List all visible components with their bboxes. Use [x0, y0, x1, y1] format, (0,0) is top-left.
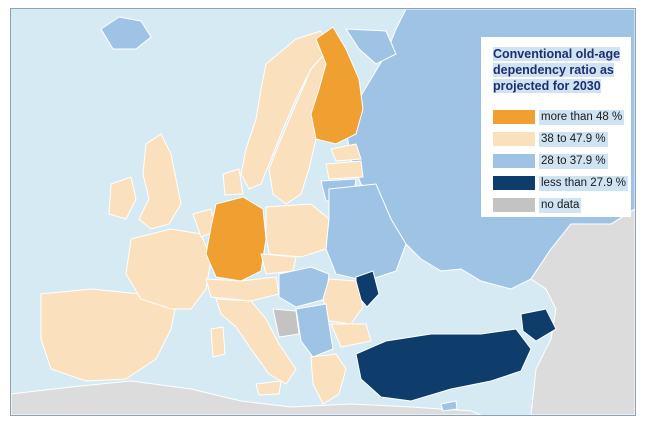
legend-swatch [493, 110, 535, 124]
region-finland [310, 26, 364, 145]
region-georgia [520, 308, 557, 342]
region-cyprus [440, 400, 458, 412]
region-caucasus-east [530, 208, 635, 415]
region-germany [205, 196, 267, 282]
region-iceland [100, 16, 152, 50]
legend-title: Conventional old-age dependency ratio as… [493, 46, 629, 94]
legend-item-more-than-48: more than 48 % [493, 109, 625, 125]
map-legend: Conventional old-age dependency ratio as… [481, 37, 631, 217]
legend-label: no data [539, 197, 582, 213]
region-latvia [325, 160, 364, 180]
region-denmark [222, 168, 244, 196]
region-black-sea [386, 289, 521, 334]
legend-swatch [493, 176, 535, 190]
legend-swatch [493, 154, 535, 168]
region-ireland [108, 176, 137, 220]
legend-item-28-to-37: 28 to 37.9 % [493, 153, 608, 169]
legend-title-text: Conventional old-age dependency ratio as… [493, 47, 621, 93]
map-frame: Conventional old-age dependency ratio as… [10, 8, 636, 416]
region-sicily [255, 380, 282, 396]
region-spain-portugal [40, 288, 177, 382]
legend-item-38-to-47: 38 to 47.9 % [493, 131, 608, 147]
legend-label: 28 to 37.9 % [539, 153, 608, 169]
region-italy [215, 298, 297, 385]
region-north-africa [11, 380, 482, 415]
region-bulgaria [330, 323, 372, 348]
region-poland [265, 203, 330, 258]
legend-label: more than 48 % [539, 109, 625, 125]
region-turkey [355, 328, 532, 402]
region-estonia [330, 143, 362, 162]
legend-item-less-than-27: less than 27.9 % [493, 175, 629, 191]
legend-swatch [493, 132, 535, 146]
region-bosnia [272, 308, 300, 338]
region-greece [310, 353, 347, 405]
region-belarus-ukraine [325, 183, 407, 282]
region-great-britain [138, 133, 182, 230]
region-serbia-balkans [295, 303, 334, 358]
legend-label: 38 to 47.9 % [539, 131, 608, 147]
legend-item-no-data: no data [493, 197, 582, 213]
legend-label: less than 27.9 % [539, 175, 629, 191]
region-sardinia [210, 326, 226, 358]
legend-swatch [493, 198, 535, 212]
region-northern-russia-strip [345, 28, 397, 65]
region-france [125, 228, 212, 310]
